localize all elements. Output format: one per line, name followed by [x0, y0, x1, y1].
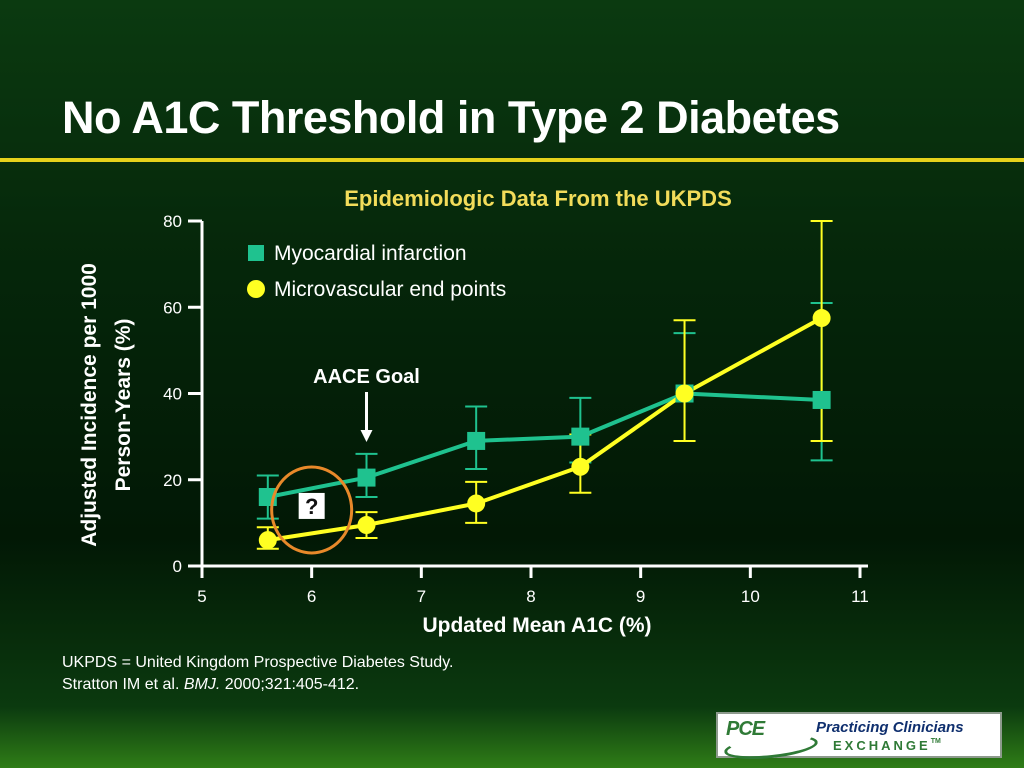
legend-label: Myocardial infarction	[274, 242, 467, 265]
title-divider	[0, 158, 1024, 162]
legend-swatch-square	[248, 245, 264, 261]
aace-goal-label: AACE Goal	[313, 366, 420, 388]
microvascular-series-line	[267, 316, 823, 543]
y-tick-label: 40	[163, 385, 182, 404]
citation-details: 2000;321:405-412.	[224, 676, 360, 693]
mi-data-point	[467, 431, 486, 450]
mi-data-point	[357, 468, 376, 487]
x-tick-label: 10	[741, 587, 760, 606]
x-tick-label: 11	[851, 587, 869, 606]
chart-title: Epidemiologic Data From the UKPDS	[344, 186, 732, 211]
question-box	[298, 492, 325, 519]
legend-label: Microvascular end points	[274, 278, 506, 301]
microvascular-data-point	[357, 516, 376, 535]
x-tick-label: 8	[526, 587, 535, 606]
microvascular-data-point	[812, 309, 831, 328]
y-tick-label: 0	[173, 557, 182, 576]
aace-goal-arrowhead	[360, 430, 373, 442]
x-tick-label: 9	[636, 587, 645, 606]
incidence-line-chart: 0 20 40 60 80 5 6 7 8 9 10 11 Updated Mean A1C (%) Ad…	[78, 212, 869, 637]
x-tick-label: 6	[307, 587, 316, 606]
y-axis-label-line1: Adjusted Incidence per 1000	[78, 263, 101, 547]
logo-trademark: TM	[930, 738, 941, 745]
y-tick-label: 60	[163, 298, 182, 317]
microvascular-data-point	[675, 384, 694, 403]
question-circle	[270, 465, 354, 555]
y-tick-label: 80	[163, 212, 182, 231]
question-mark: ?	[305, 494, 318, 519]
x-tick-label: 7	[417, 587, 426, 606]
logo-exchange: EXCHANGE	[833, 738, 931, 753]
x-axis-label: Updated Mean A1C (%)	[422, 614, 651, 637]
logo-mark: PCE	[726, 718, 765, 740]
legend-swatch-circle	[247, 280, 265, 298]
x-tick-label: 5	[197, 587, 206, 606]
citation-journal: BMJ.	[183, 676, 221, 693]
pce-logo: PCE Practicing Clinicians EXCHANGETM	[716, 712, 1002, 763]
microvascular-data-point	[571, 457, 590, 476]
footnote-abbreviation: UKPDS = United Kingdom Prospective Diabe…	[62, 654, 454, 671]
mi-data-point	[571, 427, 590, 446]
y-axis-label-line2: Person-Years (%)	[112, 319, 135, 492]
footnote-citation: Stratton IM et al. BMJ. 2000;321:405-412…	[62, 674, 453, 696]
logo-text-secondary: EXCHANGETM	[833, 738, 941, 753]
y-tick-label: 20	[163, 471, 182, 490]
microvascular-data-point	[467, 494, 486, 513]
citation-authors: Stratton IM et al.	[62, 676, 180, 693]
mi-series-line	[267, 391, 822, 499]
microvascular-data-point	[258, 531, 277, 550]
logo-text-primary: Practicing Clinicians	[816, 719, 964, 736]
mi-data-point	[812, 390, 831, 409]
slide-title: No A1C Threshold in Type 2 Diabetes	[62, 92, 840, 143]
footnote: UKPDS = United Kingdom Prospective Diabe…	[62, 652, 453, 696]
